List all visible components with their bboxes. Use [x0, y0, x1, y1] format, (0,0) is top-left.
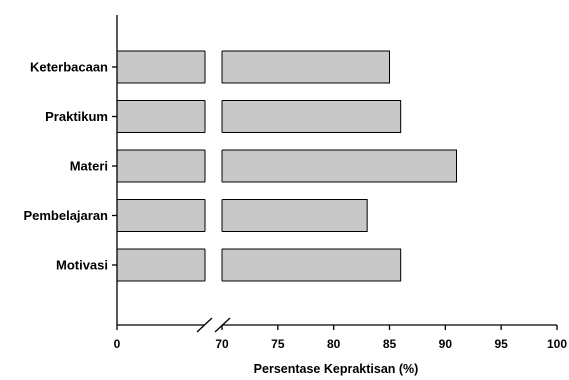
- x-tick-labels-group: 0 70 75 80 85 90 95 100: [114, 337, 568, 351]
- x-tick-label-70: 70: [215, 337, 229, 351]
- bar-motivasi: [116, 248, 402, 282]
- bar-break-gap-praktikum: [205, 99, 222, 134]
- x-tick-label-80: 80: [327, 337, 341, 351]
- bar-break-gap-keterbacaan: [205, 50, 222, 84]
- x-tick-label-90: 90: [439, 337, 453, 351]
- bar-praktikum: [116, 100, 402, 133]
- bar-materi: [116, 149, 457, 183]
- category-label-motivasi: Motivasi: [56, 258, 108, 273]
- bar-break-gap-motivasi: [205, 248, 222, 282]
- category-label-pembelajaran: Pembelajaran: [23, 208, 108, 223]
- x-tick-label-0: 0: [114, 337, 121, 351]
- category-labels-group: Keterbacaan Praktikum Materi Pembelajaran Mo…: [23, 60, 108, 273]
- x-tick-label-100: 100: [547, 337, 567, 351]
- bars-group: [116, 50, 457, 282]
- x-ticks-group: [116, 325, 558, 330]
- category-label-praktikum: Praktikum: [45, 109, 108, 124]
- bar-break-gap-materi: [205, 149, 222, 183]
- axis-break-gaps: [204, 50, 223, 282]
- bar-break-gap-pembelajaran: [205, 198, 222, 233]
- bar-keterbacaan: [116, 50, 390, 84]
- x-tick-label-85: 85: [383, 337, 397, 351]
- y-ticks-group: [112, 66, 117, 266]
- bar-pembelajaran: [116, 199, 368, 232]
- x-axis-title: Persentase Kepraktisan (%): [254, 362, 419, 376]
- x-tick-label-95: 95: [494, 337, 508, 351]
- x-tick-label-75: 75: [271, 337, 285, 351]
- category-label-keterbacaan: Keterbacaan: [30, 60, 108, 75]
- axis-break-mark-left: [196, 317, 213, 333]
- category-label-materi: Materi: [70, 159, 108, 174]
